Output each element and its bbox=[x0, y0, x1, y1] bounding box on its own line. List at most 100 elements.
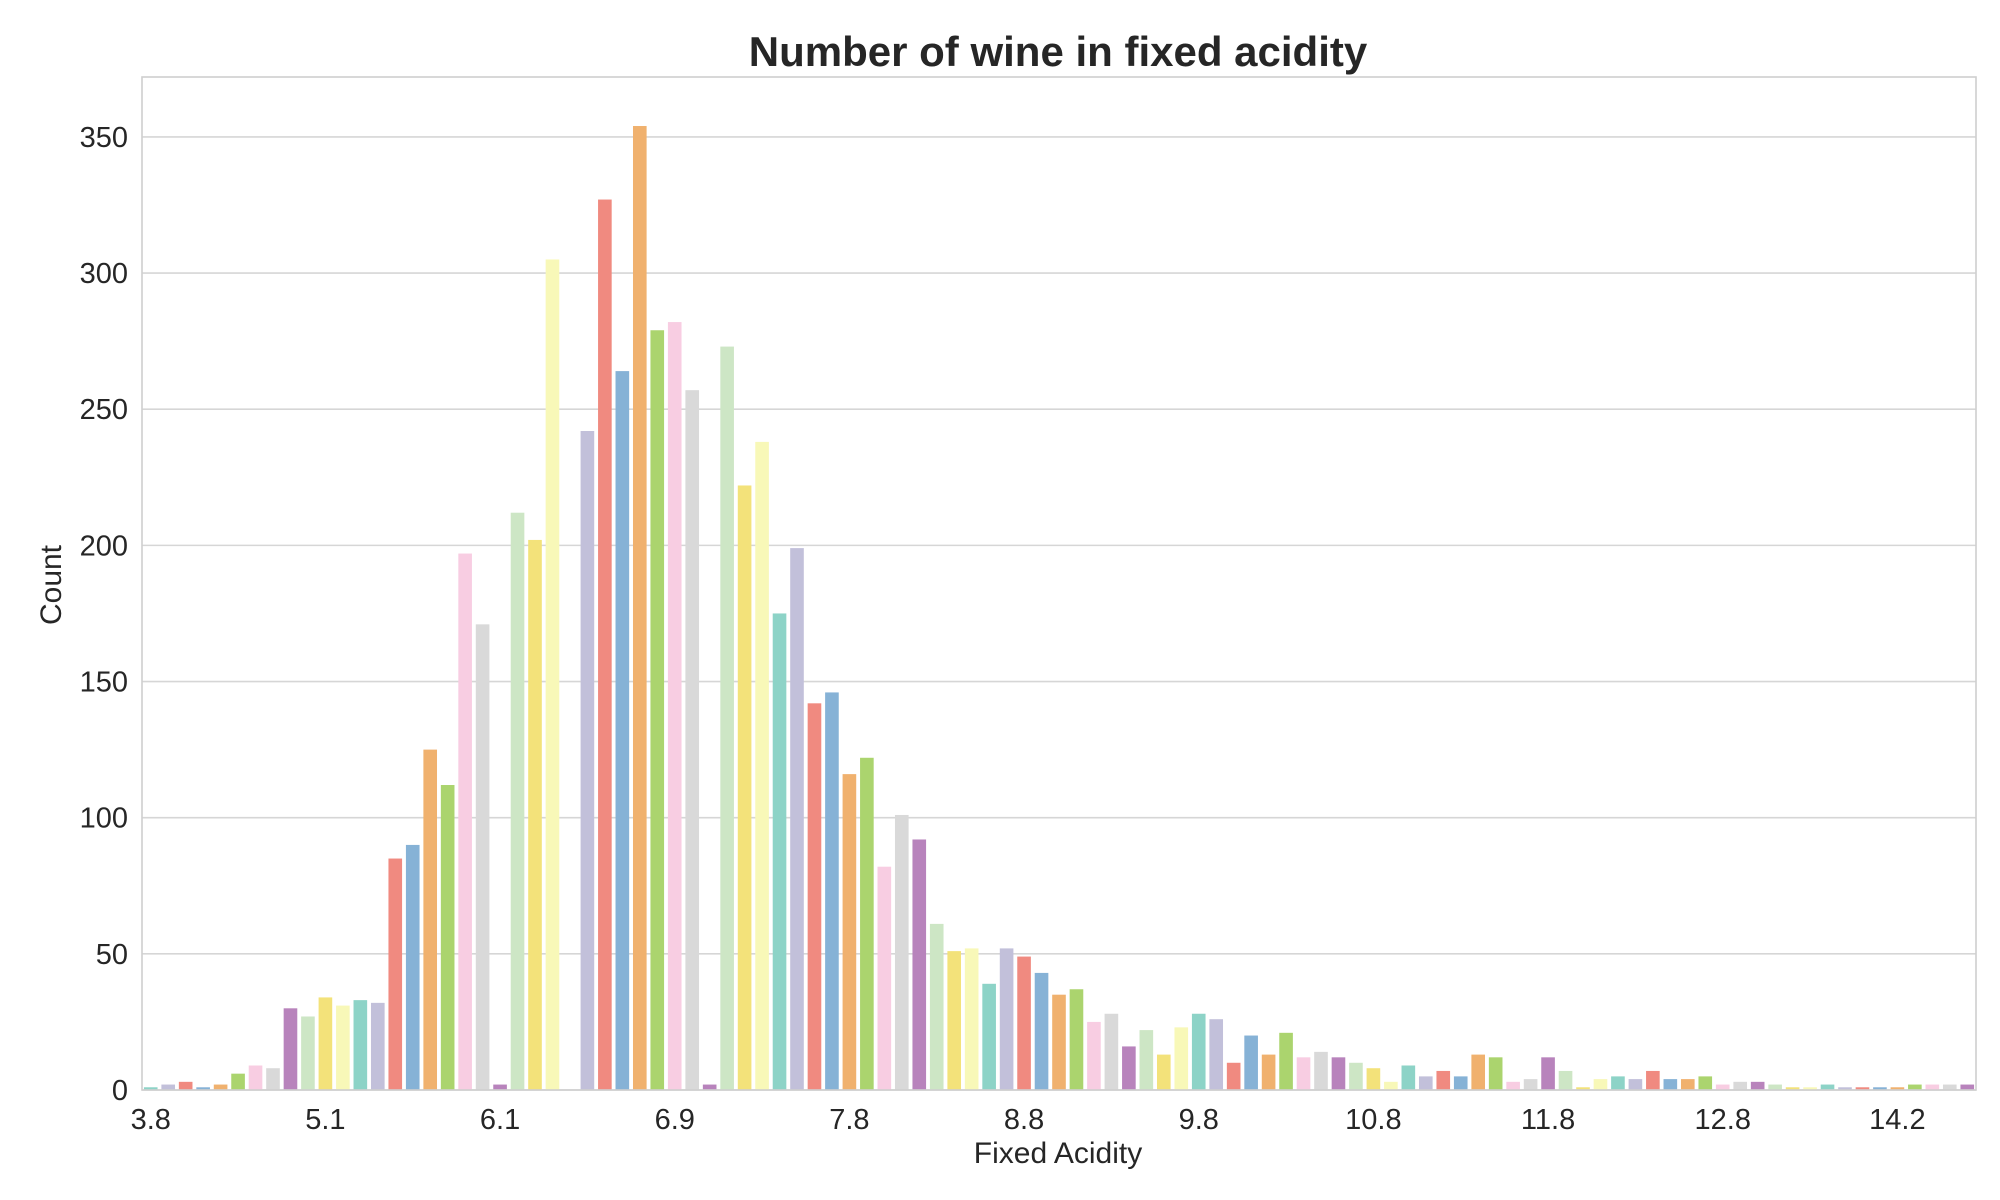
x-tick-label: 8.8 bbox=[1004, 1104, 1044, 1136]
bar bbox=[1384, 1081, 1398, 1090]
bar bbox=[1418, 1076, 1433, 1090]
x-tick-label: 9.8 bbox=[1179, 1104, 1219, 1136]
bar bbox=[615, 371, 630, 1090]
bar bbox=[894, 814, 909, 1090]
bar bbox=[982, 983, 996, 1090]
bar bbox=[388, 858, 403, 1090]
y-tick-label: 0 bbox=[112, 1075, 128, 1107]
y-tick-label: 200 bbox=[80, 530, 128, 562]
x-tick-label: 12.8 bbox=[1695, 1104, 1751, 1136]
bar bbox=[685, 390, 700, 1091]
x-tick-label: 6.9 bbox=[655, 1104, 695, 1136]
bar bbox=[1925, 1084, 1940, 1090]
bar bbox=[964, 948, 979, 1090]
bar bbox=[598, 199, 612, 1090]
bar bbox=[755, 441, 769, 1091]
bar bbox=[405, 844, 420, 1090]
y-tick-label: 50 bbox=[96, 939, 128, 971]
bar bbox=[860, 757, 874, 1090]
bar bbox=[720, 346, 734, 1090]
bar bbox=[825, 692, 839, 1090]
bar bbox=[1611, 1076, 1625, 1090]
bar bbox=[1663, 1079, 1678, 1090]
bar bbox=[178, 1081, 193, 1090]
y-tick-label: 300 bbox=[80, 258, 128, 290]
bar bbox=[842, 774, 857, 1090]
bar bbox=[947, 951, 962, 1090]
y-tick-labels: 0 50 100 150 200 250 300 350 bbox=[80, 122, 128, 1107]
bar bbox=[1873, 1087, 1887, 1090]
bar bbox=[1646, 1070, 1660, 1090]
bar bbox=[1296, 1057, 1311, 1090]
bar bbox=[1768, 1084, 1782, 1090]
bar bbox=[877, 866, 892, 1090]
bar bbox=[1261, 1054, 1276, 1090]
bar bbox=[1506, 1081, 1520, 1090]
bar bbox=[336, 1005, 350, 1090]
bar bbox=[266, 1068, 280, 1090]
bar bbox=[1838, 1087, 1852, 1090]
bar bbox=[1558, 1070, 1573, 1090]
bar bbox=[1942, 1084, 1957, 1090]
bar bbox=[807, 703, 822, 1090]
bar bbox=[1366, 1068, 1381, 1090]
bar bbox=[1908, 1084, 1922, 1090]
bar bbox=[912, 839, 927, 1090]
x-tick-label: 11.8 bbox=[1521, 1104, 1575, 1136]
bar bbox=[632, 126, 647, 1091]
bar bbox=[475, 624, 490, 1090]
bar bbox=[231, 1073, 245, 1090]
bar bbox=[1541, 1057, 1555, 1090]
bar bbox=[1820, 1084, 1835, 1090]
bar bbox=[702, 1084, 717, 1090]
bar bbox=[1139, 1030, 1154, 1090]
bar bbox=[1401, 1065, 1416, 1090]
bar bbox=[301, 1016, 315, 1090]
bar bbox=[1156, 1054, 1171, 1090]
bar bbox=[1523, 1079, 1538, 1090]
bar bbox=[1785, 1087, 1800, 1090]
bar bbox=[1191, 1013, 1206, 1090]
bar bbox=[1174, 1027, 1189, 1090]
bar bbox=[318, 997, 333, 1090]
bar bbox=[1803, 1087, 1817, 1090]
x-tick-label: 3.8 bbox=[131, 1104, 171, 1136]
bar bbox=[1698, 1076, 1713, 1090]
bar bbox=[196, 1087, 210, 1090]
bar bbox=[1122, 1046, 1136, 1090]
bar bbox=[1436, 1070, 1451, 1090]
bar bbox=[650, 330, 665, 1090]
bar bbox=[667, 322, 682, 1090]
plot-frame bbox=[141, 76, 1977, 1091]
y-axis-label: Count bbox=[35, 544, 68, 625]
bars bbox=[143, 126, 1975, 1091]
bar bbox=[143, 1087, 158, 1090]
x-tick-label: 14.2 bbox=[1869, 1104, 1925, 1136]
bar bbox=[1715, 1084, 1730, 1090]
bar bbox=[1750, 1081, 1765, 1090]
bar bbox=[1471, 1054, 1486, 1090]
bar bbox=[1331, 1057, 1346, 1090]
y-tick-label: 250 bbox=[80, 394, 128, 426]
bar bbox=[1960, 1084, 1975, 1090]
chart-title: Number of wine in fixed acidity bbox=[749, 28, 1368, 75]
x-tick-label: 10.8 bbox=[1345, 1104, 1401, 1136]
bar bbox=[1226, 1062, 1241, 1090]
bar bbox=[353, 1000, 368, 1090]
bar bbox=[1314, 1051, 1328, 1090]
bar bbox=[1034, 972, 1049, 1090]
bar bbox=[458, 553, 472, 1090]
bar bbox=[580, 431, 595, 1090]
bar bbox=[1087, 1021, 1101, 1090]
y-tick-label: 100 bbox=[80, 803, 128, 835]
bar bbox=[1279, 1032, 1293, 1090]
bar bbox=[161, 1084, 176, 1090]
bar bbox=[1593, 1079, 1608, 1090]
bar bbox=[528, 539, 542, 1090]
bar bbox=[1244, 1035, 1258, 1090]
bar bbox=[1680, 1079, 1695, 1090]
bar bbox=[999, 948, 1014, 1090]
bar bbox=[440, 785, 455, 1090]
